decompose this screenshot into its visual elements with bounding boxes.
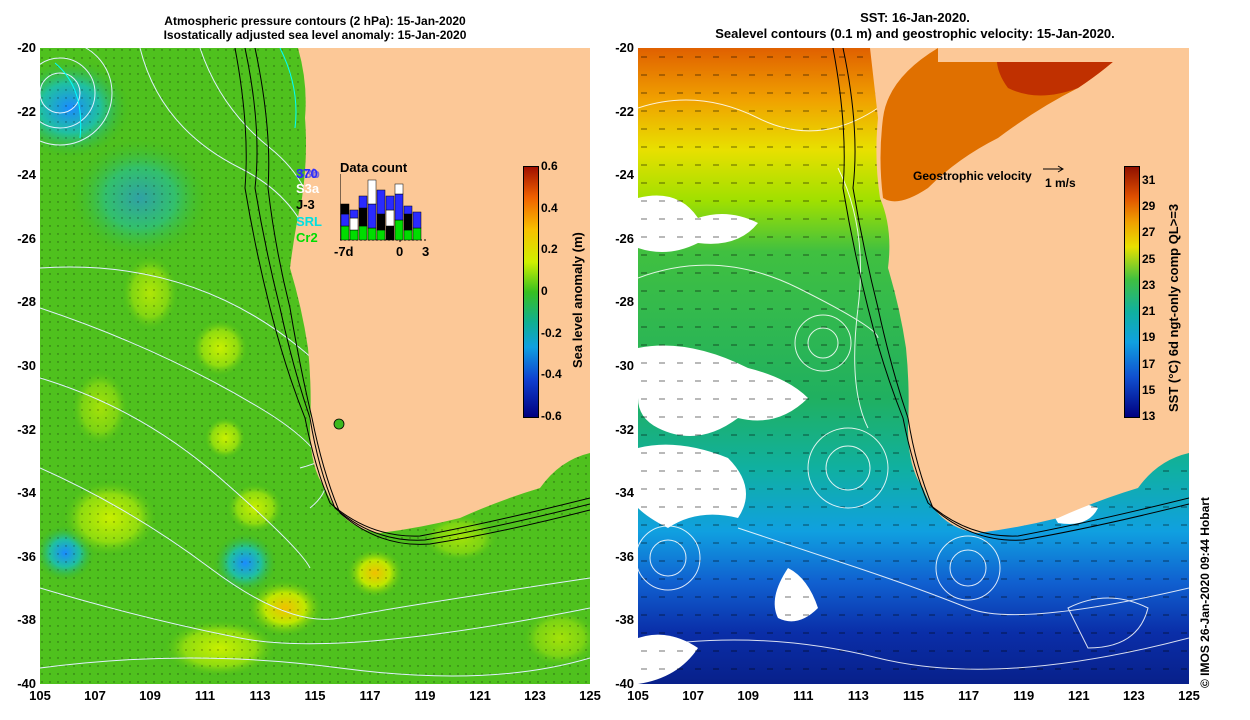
lon-tick-label: 123 <box>1123 688 1145 703</box>
lon-tick-label: 125 <box>1178 688 1200 703</box>
right-title-line2: Sealevel contours (0.1 m) and geostrophi… <box>715 26 1115 41</box>
lon-tick-label: 123 <box>524 688 546 703</box>
right-title-line1: SST: 16-Jan-2020. <box>860 10 970 25</box>
lat-tick-label: -40 <box>17 676 36 691</box>
lon-tick-label: 107 <box>682 688 704 703</box>
lon-tick-label: 119 <box>1013 688 1035 703</box>
lat-tick-label: -38 <box>17 612 36 628</box>
lon-tick-label: 117 <box>958 688 980 703</box>
sla-map <box>40 48 590 684</box>
sla-colorbar <box>523 166 539 418</box>
lat-tick-label: -30 <box>17 358 36 373</box>
sst-colorbar <box>1124 166 1140 418</box>
sat-label-cr2: Cr2 <box>296 230 318 245</box>
data-count-xtick-zero: 0 <box>396 244 404 259</box>
lon-tick-label: 121 <box>1067 688 1090 703</box>
lat-tick-label: -22 <box>17 103 36 119</box>
lat-tick-label: -34 <box>615 485 634 501</box>
sst-colorbar-tick: 15 <box>1142 382 1156 397</box>
lat-tick-label: -36 <box>615 548 634 564</box>
velocity-legend-scale: 1 m/s <box>1045 176 1076 190</box>
sst-colorbar-tick: 25 <box>1142 251 1156 266</box>
sla-colorbar-tick: -0.2 <box>541 325 562 340</box>
sst-colorbar-label: SST (°C) 6d ngt-only comp QL>=3 <box>1166 203 1181 412</box>
lat-tick-label: -30 <box>615 358 634 373</box>
lat-tick-label: -34 <box>17 485 36 501</box>
data-count-inset: Data count 370 S3b S3a J-3 SRL Cr2 -7d 0… <box>296 160 436 260</box>
lon-tick-label: 109 <box>737 688 760 703</box>
lon-tick-label: 115 <box>304 688 326 703</box>
lon-tick-label: 113 <box>847 688 869 703</box>
lat-tick-label: -28 <box>17 294 36 310</box>
lon-tick-label: 111 <box>194 688 216 703</box>
sst-colorbar-tick: 19 <box>1142 330 1156 345</box>
sst-colorbar-tick: 29 <box>1142 199 1156 214</box>
sst-colorbar-tick: 17 <box>1142 356 1156 371</box>
lat-tick-label: -26 <box>17 230 36 246</box>
lon-tick-label: 117 <box>359 688 381 703</box>
lon-tick-label: 107 <box>84 688 106 703</box>
sla-colorbar-tick: 0 <box>541 284 548 298</box>
sst-colorbar-tick: 27 <box>1142 225 1156 240</box>
lat-tick-label: -40 <box>615 676 634 691</box>
lon-tick-label: 113 <box>249 688 271 703</box>
left-title-line2: Isostatically adjusted sea level anomaly… <box>163 28 467 42</box>
sla-colorbar-tick: -0.6 <box>541 409 562 423</box>
lon-tick-label: 111 <box>793 688 814 703</box>
sla-colorbar-tick: 0.2 <box>541 242 558 257</box>
lon-tick-label: 115 <box>903 688 924 703</box>
right-title: SST: 16-Jan-2020. Sealevel contours (0.1… <box>640 10 1190 42</box>
sat-label-j3: J-3 <box>296 197 315 212</box>
data-count-title: Data count <box>340 160 408 175</box>
lat-tick-label: -32 <box>615 421 634 437</box>
sat-label-s3a: S3a <box>296 181 320 196</box>
lat-tick-label: -28 <box>615 294 634 310</box>
lon-tick-label: 105 <box>29 688 51 703</box>
lat-tick-label: -24 <box>615 167 634 183</box>
data-count-xtick-start: -7d <box>334 244 354 259</box>
sat-label-s3b-overlap: S3b <box>296 166 320 181</box>
lon-tick-label: 121 <box>469 688 491 703</box>
velocity-legend-arrow <box>1043 165 1064 173</box>
sst-colorbar-tick: 13 <box>1142 409 1156 423</box>
sla-colorbar-tick: 0.4 <box>541 200 558 215</box>
lon-tick-label: 105 <box>627 688 649 703</box>
lon-tick-label: 119 <box>414 688 436 703</box>
sat-label-srl: SRL <box>296 214 322 229</box>
lat-tick-label: -32 <box>17 421 36 437</box>
lon-tick-label: 109 <box>139 688 161 703</box>
sst-colorbar-tick: 23 <box>1142 277 1156 292</box>
left-title-line1: Atmospheric pressure contours (2 hPa): 1… <box>164 14 466 28</box>
velocity-legend-label: Geostrophic velocity <box>913 169 1032 183</box>
sst-colorbar-tick: 31 <box>1142 173 1156 187</box>
sla-colorbar-tick: -0.4 <box>541 367 562 382</box>
data-count-xtick-end: 3 <box>422 244 430 259</box>
sat-label-370: 370 <box>296 166 318 181</box>
lat-tick-label: -24 <box>17 167 36 183</box>
sla-colorbar-label: Sea level anomaly (m) <box>570 232 585 368</box>
sla-colorbar-tick: 0.6 <box>541 159 558 173</box>
lat-tick-label: -36 <box>17 548 36 564</box>
lon-tick-label: 125 <box>579 688 601 703</box>
left-title: Atmospheric pressure contours (2 hPa): 1… <box>40 14 590 42</box>
lat-tick-label: -22 <box>615 103 634 119</box>
sst-map <box>638 48 1189 684</box>
data-count-bars <box>340 174 426 242</box>
lat-tick-label: -38 <box>615 612 634 628</box>
sst-colorbar-tick: 21 <box>1142 304 1156 319</box>
lat-tick-label: -20 <box>17 40 36 55</box>
lat-tick-label: -20 <box>615 40 634 55</box>
imos-credit: © IMOS 26-Jan-2020 09:44 Hobart <box>1198 497 1212 688</box>
lat-tick-label: -26 <box>615 230 634 246</box>
